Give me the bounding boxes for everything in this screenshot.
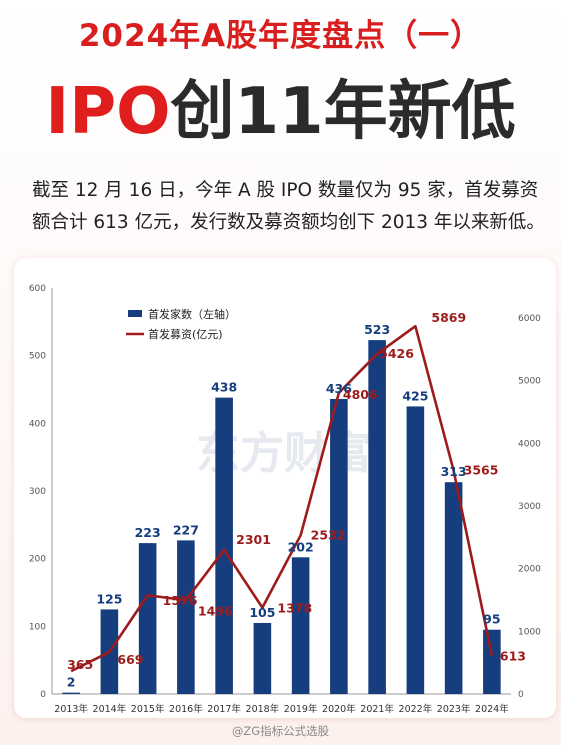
left-tick-label: 100 xyxy=(29,622,46,632)
line-value-label: 2301 xyxy=(236,532,271,547)
description-line-2: 额合计 613 亿元，发行数及募资额均创下 2013 年以来新低。 xyxy=(32,212,545,233)
line-value-label: 5869 xyxy=(431,310,466,325)
bar xyxy=(368,340,386,694)
description: 截至 12 月 16 日，今年 A 股 IPO 数量仅为 95 家，首发募资 额… xyxy=(32,175,545,239)
right-tick-label: 3000 xyxy=(518,502,541,512)
x-tick-label: 2022年 xyxy=(399,703,433,715)
legend-line-label: 首发募资(亿元) xyxy=(148,327,223,341)
bar-value-label: 105 xyxy=(249,605,275,620)
legend-bar-label: 首发家数（左轴） xyxy=(148,307,236,321)
left-tick-label: 500 xyxy=(29,352,46,362)
x-tick-label: 2019年 xyxy=(284,703,318,715)
right-tick-label: 6000 xyxy=(518,314,541,324)
bar xyxy=(253,622,272,694)
bar-value-label: 125 xyxy=(96,591,122,606)
legend-bar-swatch xyxy=(128,310,142,317)
bar xyxy=(483,629,501,694)
footer-credit: @ZG指标公式选股 xyxy=(231,724,330,738)
line-value-label: 5426 xyxy=(379,346,414,361)
x-tick-label: 2018年 xyxy=(246,703,280,715)
x-tick-label: 2016年 xyxy=(169,703,203,715)
bar-value-label: 223 xyxy=(135,525,161,540)
main-title-ipo: IPO xyxy=(45,75,171,149)
bar-value-label: 227 xyxy=(173,522,199,537)
bar xyxy=(138,543,157,694)
main-title: IPO创11年新低 xyxy=(0,72,561,152)
ipo-chart: 东方财富010020030040050060001000200030004000… xyxy=(29,284,541,715)
left-tick-label: 0 xyxy=(40,690,46,700)
line-value-label: 3565 xyxy=(464,463,499,478)
left-tick-label: 600 xyxy=(29,284,46,294)
line-value-label: 365 xyxy=(67,657,93,672)
line-value-label: 1576 xyxy=(163,593,198,608)
x-tick-label: 2015年 xyxy=(131,703,165,715)
right-tick-label: 4000 xyxy=(518,439,541,449)
x-tick-label: 2013年 xyxy=(54,703,88,715)
bar-value-label: 436 xyxy=(326,381,352,396)
x-tick-label: 2024年 xyxy=(475,703,509,715)
left-tick-label: 200 xyxy=(29,555,46,565)
bar xyxy=(444,482,463,694)
bar-value-label: 425 xyxy=(402,388,428,403)
line-value-label: 669 xyxy=(117,652,143,667)
bar-value-label: 313 xyxy=(441,464,467,479)
bar-value-label: 2 xyxy=(67,675,76,690)
left-tick-label: 400 xyxy=(29,419,46,429)
x-tick-label: 2014年 xyxy=(93,703,127,715)
bar-value-label: 95 xyxy=(483,612,500,627)
bar xyxy=(215,397,233,694)
right-tick-label: 5000 xyxy=(518,377,541,387)
fundraising-line xyxy=(70,324,494,673)
right-tick-label: 2000 xyxy=(518,565,541,575)
right-tick-label: 1000 xyxy=(518,627,541,637)
line-value-label: 1378 xyxy=(277,601,312,616)
line-value-label: 2532 xyxy=(311,527,346,542)
bar-value-label: 523 xyxy=(364,322,390,337)
bar xyxy=(62,692,80,694)
line-value-label: 1496 xyxy=(198,603,233,618)
x-tick-label: 2021年 xyxy=(360,703,394,715)
left-tick-label: 300 xyxy=(29,487,46,497)
bar xyxy=(177,540,195,694)
x-tick-label: 2017年 xyxy=(207,703,241,715)
x-tick-label: 2020年 xyxy=(322,703,356,715)
bar-value-label: 202 xyxy=(288,539,314,554)
chart-card: 东方财富 0 100 200 300 400 500 600 0 1000 2000 3000 4000… xyxy=(14,258,556,718)
description-line-1: 截至 12 月 16 日，今年 A 股 IPO 数量仅为 95 家，首发募资 xyxy=(32,180,539,201)
right-tick-label: 0 xyxy=(518,690,524,700)
bar xyxy=(330,398,348,694)
headline-title: 2024年A股年度盘点（一） xyxy=(78,18,483,54)
main-title-rest: 创11年新低 xyxy=(170,75,516,149)
bar-value-label: 438 xyxy=(211,380,237,395)
bar xyxy=(406,406,425,694)
x-tick-label: 2023年 xyxy=(437,703,471,715)
bar xyxy=(291,557,310,694)
line-value-label: 4806 xyxy=(343,387,378,402)
line-value-label: 613 xyxy=(500,649,526,664)
